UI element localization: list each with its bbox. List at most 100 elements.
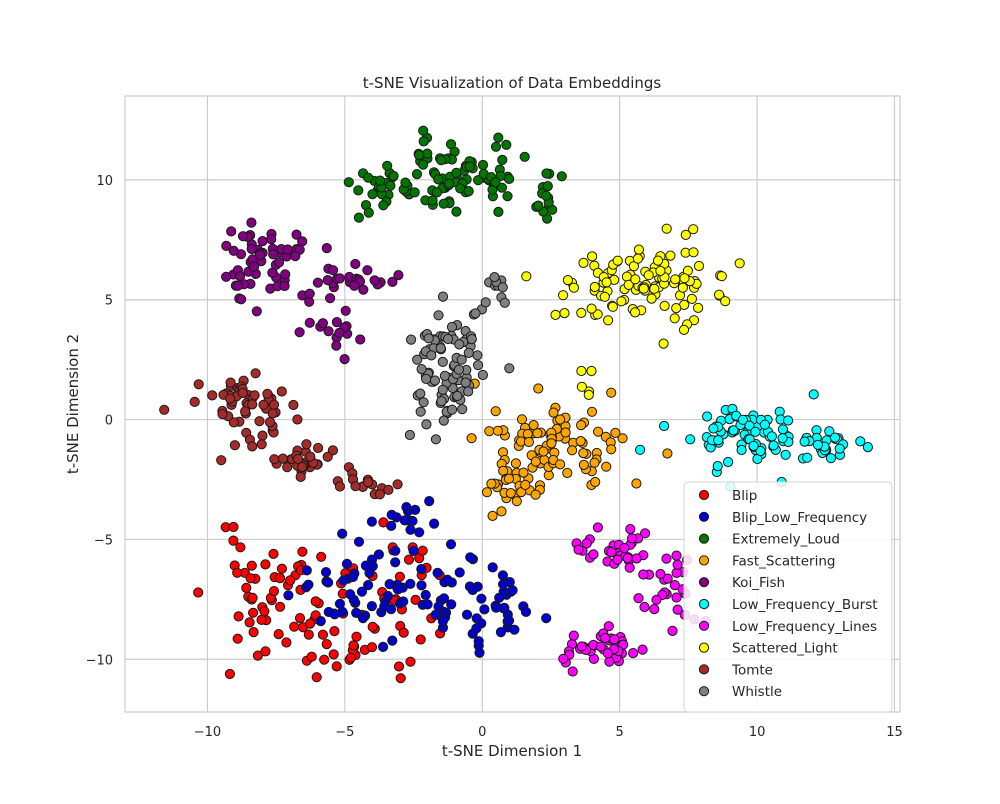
data-point: [643, 270, 654, 281]
series-tomte: [159, 368, 403, 500]
data-point: [350, 481, 361, 492]
data-point: [363, 207, 374, 218]
x-tick-label: 15: [886, 725, 903, 740]
data-point: [420, 589, 431, 601]
data-point: [630, 307, 641, 318]
series-fast-scattering: [466, 378, 673, 522]
data-point: [567, 666, 578, 677]
data-point: [267, 408, 278, 419]
legend-label: Fast_Scattering: [732, 553, 835, 569]
data-point: [410, 594, 421, 606]
data-point: [627, 533, 638, 544]
data-point: [518, 467, 529, 478]
data-point: [334, 598, 345, 609]
series-blip-low-frequency: [283, 496, 552, 658]
data-point: [383, 484, 394, 495]
data-point: [257, 236, 268, 247]
data-point: [334, 481, 345, 492]
data-point: [755, 445, 766, 457]
data-point: [672, 604, 683, 615]
data-point: [490, 141, 502, 152]
data-point: [328, 649, 339, 660]
data-point: [555, 459, 566, 470]
data-point: [233, 611, 244, 622]
data-point: [357, 613, 369, 624]
legend-label: Koi_Fish: [732, 575, 785, 591]
data-point: [331, 340, 342, 351]
data-point: [405, 578, 416, 590]
data-point: [606, 444, 617, 455]
data-point: [282, 244, 293, 255]
data-point: [489, 272, 500, 283]
data-point: [322, 451, 333, 462]
data-point: [671, 550, 682, 561]
data-point: [484, 426, 495, 437]
data-point: [503, 473, 515, 484]
data-point: [568, 282, 580, 293]
data-point: [436, 155, 447, 166]
data-point: [630, 274, 641, 285]
data-point: [802, 452, 813, 463]
data-point: [433, 174, 444, 185]
data-point: [262, 388, 273, 399]
data-point: [315, 616, 326, 627]
data-point: [437, 291, 449, 302]
data-point: [437, 616, 448, 627]
data-point: [638, 569, 649, 580]
data-point: [665, 250, 676, 261]
data-point: [250, 368, 261, 379]
data-point: [473, 636, 484, 647]
data-point: [392, 584, 403, 595]
data-point: [669, 313, 680, 324]
data-point: [655, 568, 666, 580]
data-point: [541, 190, 552, 201]
data-point: [713, 435, 724, 446]
data-point: [338, 575, 349, 586]
data-point: [562, 467, 573, 479]
data-point: [435, 343, 446, 354]
data-point: [339, 354, 350, 365]
data-point: [479, 604, 490, 615]
data-point: [633, 244, 645, 255]
data-point: [465, 552, 476, 563]
data-point: [432, 567, 443, 579]
data-point: [671, 592, 682, 603]
data-point: [496, 182, 507, 193]
data-point: [355, 334, 366, 345]
data-point: [400, 177, 411, 188]
data-point: [583, 389, 594, 400]
data-point: [193, 379, 204, 390]
data-point: [829, 432, 841, 443]
data-point: [398, 627, 409, 638]
data-point: [728, 425, 739, 436]
data-point: [329, 609, 340, 620]
data-point: [295, 471, 306, 482]
legend: Blip Blip_Low_Frequency Extremely_Loud Fast…: [683, 481, 893, 713]
data-point: [799, 436, 810, 447]
data-point: [427, 195, 438, 206]
data-point: [453, 364, 464, 375]
data-point: [221, 271, 232, 282]
chart-title: t-SNE Visualization of Data Embeddings: [363, 74, 662, 92]
data-point: [276, 386, 287, 397]
data-point: [497, 282, 508, 293]
data-point: [559, 308, 570, 319]
data-point: [385, 180, 396, 191]
data-point: [334, 273, 345, 284]
data-point: [386, 509, 397, 520]
data-point: [461, 609, 473, 620]
data-point: [550, 309, 561, 320]
x-tick-label: 0: [478, 725, 486, 740]
data-point: [476, 593, 487, 604]
data-point: [358, 284, 369, 295]
data-point: [541, 168, 552, 179]
data-point: [388, 170, 399, 182]
data-point: [245, 573, 256, 584]
data-point: [473, 175, 484, 186]
data-point: [268, 586, 280, 597]
data-point: [290, 251, 301, 262]
data-point: [495, 627, 506, 638]
data-point: [256, 439, 267, 450]
data-point: [463, 386, 474, 397]
series-low-frequency-lines: [558, 522, 711, 677]
